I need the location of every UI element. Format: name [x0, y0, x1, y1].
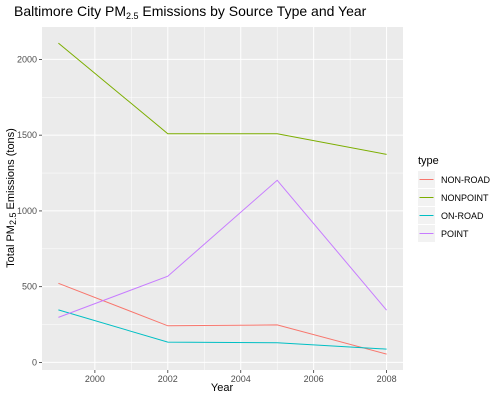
legend-label: NON-ROAD	[441, 175, 490, 185]
series-line-on-road	[58, 309, 387, 350]
minor-gridlines	[42, 27, 403, 370]
y-axis-title: Total PM2.5 Emissions (tons)	[5, 128, 18, 268]
series-line-nonpoint	[58, 42, 387, 155]
legend: NON-ROAD NONPOINT ON-ROAD POINT	[418, 171, 490, 242]
legend-label: ON-ROAD	[441, 211, 484, 221]
x-axis-title: Year	[211, 382, 234, 394]
legend-label: NONPOINT	[441, 193, 489, 203]
x-tick-label: 2000	[85, 374, 105, 384]
legend-title: type	[418, 155, 439, 167]
y-tick-label: 0	[32, 357, 37, 367]
legend-label: POINT	[441, 229, 469, 239]
y-axis: 0 500 1000 1500 2000	[17, 54, 42, 367]
x-tick-label: 2002	[158, 374, 178, 384]
x-tick-label: 2006	[304, 374, 324, 384]
x-tick-label: 2008	[377, 374, 397, 384]
y-tick-label: 2000	[17, 54, 37, 64]
series-line-point	[58, 179, 387, 318]
x-axis: 2000 2002 2004 2006 2008	[85, 370, 397, 384]
chart-title: Baltimore City PM2.5 Emissions by Source…	[14, 3, 367, 21]
y-tick-label: 1000	[17, 206, 37, 216]
y-tick-label: 500	[22, 282, 37, 292]
plot-panel	[42, 27, 403, 370]
series-lines	[58, 42, 387, 355]
x-tick-label: 2004	[231, 374, 251, 384]
y-tick-label: 1500	[17, 130, 37, 140]
series-line-non-road	[58, 282, 387, 355]
major-gridlines	[42, 27, 403, 370]
